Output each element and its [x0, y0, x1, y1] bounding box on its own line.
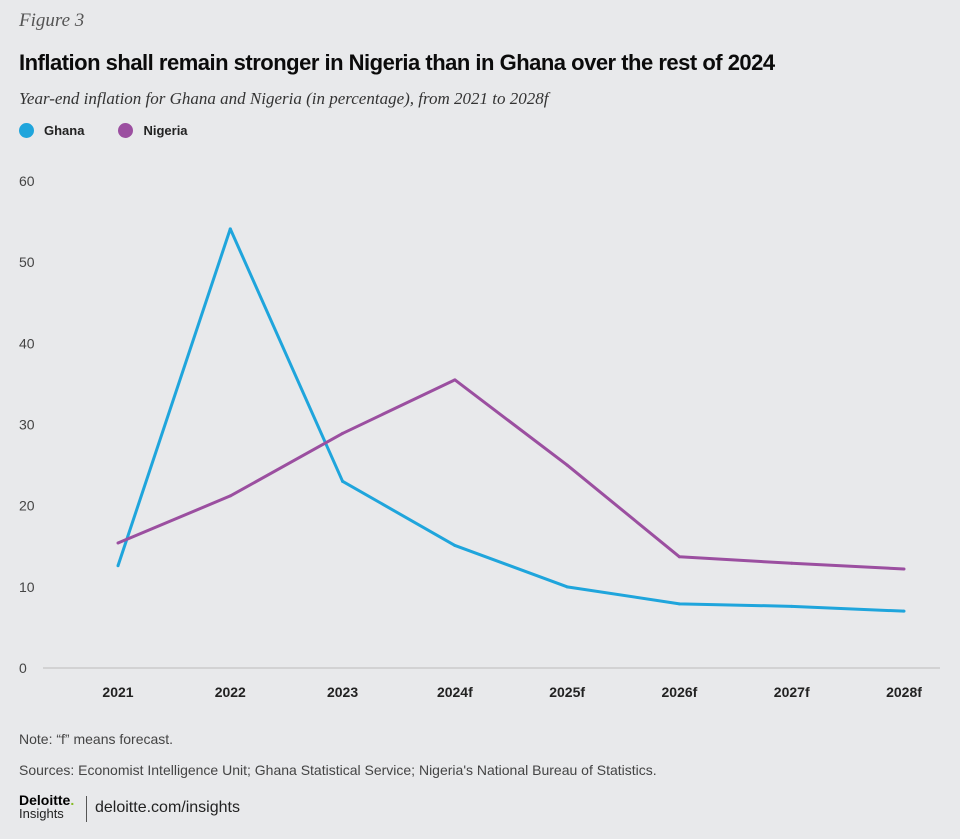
- legend-swatch-nigeria: [118, 123, 134, 138]
- x-tick-label: 2028f: [886, 684, 922, 700]
- legend-swatch-ghana: [19, 123, 34, 138]
- y-tick-label: 50: [19, 254, 35, 270]
- series-line-nigeria: [117, 378, 905, 571]
- x-tick-label: 2025f: [549, 684, 585, 700]
- data-point-ghana: [677, 602, 681, 606]
- divider: [86, 796, 87, 822]
- legend: Ghana Nigeria: [19, 123, 188, 138]
- data-point-ghana: [341, 479, 345, 483]
- y-tick-label: 60: [19, 173, 35, 189]
- x-tick-label: 2022: [215, 684, 246, 700]
- y-tick-label: 20: [19, 498, 35, 514]
- site-link[interactable]: deloitte.com/insights: [95, 799, 240, 816]
- data-point-ghana: [228, 227, 232, 231]
- series-line-ghana: [116, 227, 905, 613]
- logo-brand: Deloitte: [19, 792, 71, 808]
- x-tick-label: 2027f: [774, 684, 810, 700]
- data-point-ghana: [565, 585, 569, 589]
- data-point-nigeria: [902, 567, 906, 571]
- legend-label: Nigeria: [143, 123, 188, 138]
- legend-item-nigeria: Nigeria: [118, 123, 188, 138]
- deloitte-insights-logo: Deloitte. Insights: [19, 792, 75, 821]
- y-tick-label: 0: [19, 660, 27, 676]
- chart-subtitle: Year-end inflation for Ghana and Nigeria…: [19, 89, 549, 108]
- data-point-nigeria: [341, 431, 345, 435]
- y-tick-label: 30: [19, 417, 35, 433]
- data-point-nigeria: [790, 561, 794, 565]
- data-point-ghana: [453, 543, 457, 547]
- data-point-ghana: [790, 604, 794, 608]
- x-tick-label: 2023: [327, 684, 358, 700]
- chart-title: Inflation shall remain stronger in Niger…: [19, 50, 775, 75]
- note: Note: “f” means forecast.: [19, 731, 174, 747]
- data-point-nigeria: [453, 378, 457, 382]
- x-tick-label: 2026f: [662, 684, 698, 700]
- figure-label: Figure 3: [19, 10, 85, 31]
- y-tick-label: 40: [19, 335, 35, 351]
- legend-item-ghana: Ghana: [19, 123, 84, 138]
- data-point-nigeria: [677, 555, 681, 559]
- data-point-ghana: [116, 564, 120, 568]
- logo-sub: Insights: [19, 806, 64, 821]
- data-point-nigeria: [228, 494, 232, 498]
- legend-label: Ghana: [44, 123, 85, 138]
- data-point-nigeria: [565, 463, 569, 467]
- x-tick-label: 2021: [102, 684, 133, 700]
- data-point-ghana: [902, 609, 906, 613]
- data-point-nigeria: [116, 541, 120, 545]
- sources: Sources: Economist Intelligence Unit; Gh…: [19, 762, 657, 778]
- x-tick-label: 2024f: [437, 684, 473, 700]
- y-tick-label: 10: [19, 579, 35, 595]
